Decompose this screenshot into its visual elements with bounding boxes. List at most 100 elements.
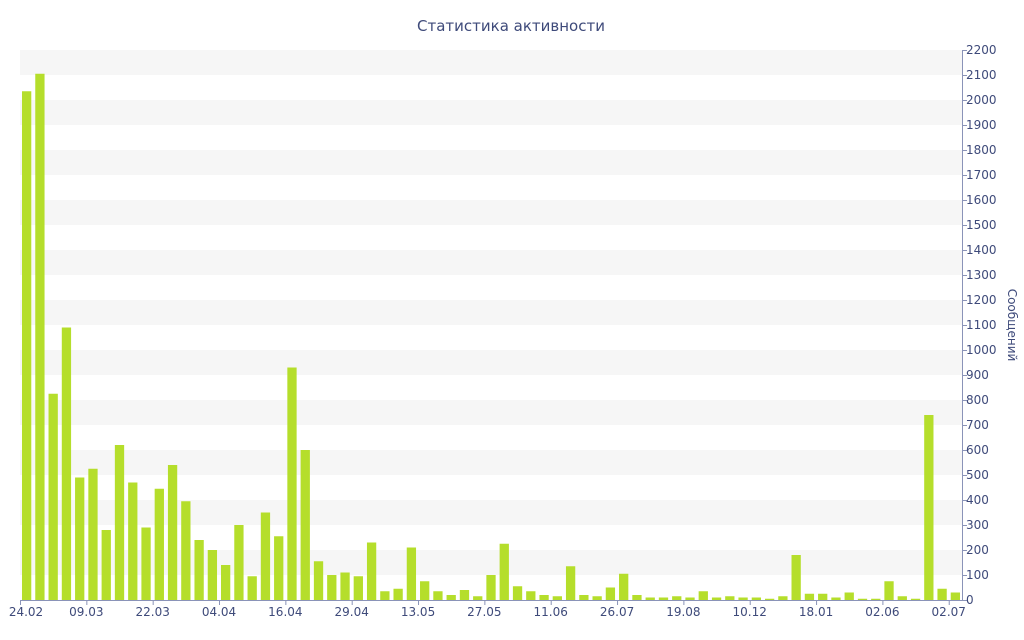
y-axis-label: Сообщений bbox=[1005, 289, 1019, 362]
grid-band bbox=[20, 350, 962, 375]
grid-bands bbox=[20, 50, 962, 575]
bar bbox=[366, 542, 377, 600]
grid-band bbox=[20, 250, 962, 275]
bar bbox=[141, 527, 151, 600]
y-axis-ticks: 0 100 200 300 400 500 600 700 800 900 1000 1100 1200… bbox=[962, 43, 997, 607]
grid-band bbox=[20, 300, 962, 325]
bar bbox=[605, 587, 616, 600]
bar bbox=[181, 501, 191, 600]
bar bbox=[685, 597, 695, 600]
bar bbox=[21, 91, 32, 600]
bar bbox=[433, 591, 443, 600]
bar bbox=[738, 597, 748, 600]
y-tick-label: 1800 bbox=[966, 143, 997, 157]
y-tick-label: 2200 bbox=[966, 43, 997, 57]
bar bbox=[287, 367, 297, 600]
grid-band bbox=[20, 150, 962, 175]
y-tick-label: 900 bbox=[966, 368, 989, 382]
bar bbox=[526, 591, 536, 600]
bar bbox=[725, 596, 735, 600]
y-tick-label: 600 bbox=[966, 443, 989, 457]
bar bbox=[857, 598, 868, 600]
x-tick-label: 16.04 bbox=[268, 605, 302, 619]
bar bbox=[751, 597, 761, 600]
x-tick-label: 22.03 bbox=[135, 605, 169, 619]
bar bbox=[88, 468, 98, 600]
x-tick-label: 29.04 bbox=[335, 605, 369, 619]
x-tick-label: 02.07 bbox=[932, 605, 966, 619]
bar bbox=[499, 543, 509, 600]
bar bbox=[619, 573, 629, 600]
bar bbox=[698, 591, 708, 600]
y-tick-label: 1600 bbox=[966, 193, 997, 207]
x-tick-label: 10.12 bbox=[733, 605, 767, 619]
bar bbox=[154, 488, 164, 600]
bar bbox=[937, 588, 947, 600]
bar bbox=[711, 597, 722, 600]
bar bbox=[446, 595, 456, 600]
bar bbox=[552, 596, 562, 600]
bar bbox=[818, 593, 828, 600]
bar bbox=[645, 597, 655, 600]
grid-band bbox=[20, 100, 962, 125]
bar bbox=[340, 572, 350, 600]
chart-title: Статистика активности bbox=[417, 17, 605, 35]
bar bbox=[910, 598, 921, 600]
x-tick-label: 02.06 bbox=[865, 605, 899, 619]
grid-band bbox=[20, 400, 962, 425]
y-tick-label: 0 bbox=[966, 593, 974, 607]
bar bbox=[778, 596, 788, 600]
bar bbox=[420, 581, 430, 600]
bar bbox=[114, 445, 125, 600]
x-axis-ticks: 24.02 09.03 22.03 04.04 16.04 29.04 13.05 27.05… bbox=[9, 600, 966, 619]
bar bbox=[486, 575, 496, 600]
y-tick-label: 1500 bbox=[966, 218, 997, 232]
x-tick-label: 11.06 bbox=[534, 605, 568, 619]
grid-band bbox=[20, 200, 962, 225]
bar bbox=[393, 588, 403, 600]
bar bbox=[380, 591, 390, 600]
bar bbox=[791, 555, 801, 600]
y-tick-label: 1100 bbox=[966, 318, 997, 332]
bar bbox=[35, 73, 45, 600]
x-tick-label: 26.07 bbox=[600, 605, 634, 619]
y-tick-label: 1900 bbox=[966, 118, 997, 132]
bar bbox=[221, 565, 231, 600]
bar bbox=[579, 595, 589, 600]
bar bbox=[128, 482, 138, 600]
x-tick-label: 09.03 bbox=[69, 605, 103, 619]
y-tick-label: 1200 bbox=[966, 293, 997, 307]
bar bbox=[592, 596, 602, 600]
bar bbox=[950, 592, 961, 600]
x-tick-label: 13.05 bbox=[401, 605, 435, 619]
bar bbox=[512, 586, 523, 600]
y-tick-label: 700 bbox=[966, 418, 989, 432]
bar bbox=[764, 598, 775, 600]
y-tick-label: 1400 bbox=[966, 243, 997, 257]
bar bbox=[658, 597, 669, 600]
x-tick-label: 19.08 bbox=[666, 605, 700, 619]
bar bbox=[459, 590, 470, 600]
bar bbox=[473, 596, 483, 600]
y-tick-label: 2100 bbox=[966, 68, 997, 82]
y-tick-label: 400 bbox=[966, 493, 989, 507]
bar bbox=[884, 581, 894, 600]
bar bbox=[804, 593, 815, 600]
bar bbox=[897, 596, 907, 600]
bar bbox=[924, 415, 934, 600]
bar bbox=[194, 540, 204, 600]
bar bbox=[672, 596, 682, 600]
x-tick-label: 18.01 bbox=[799, 605, 833, 619]
bar bbox=[539, 595, 549, 600]
grid-band bbox=[20, 450, 962, 475]
y-tick-label: 100 bbox=[966, 568, 989, 582]
bar bbox=[61, 327, 72, 600]
bar bbox=[101, 530, 111, 600]
y-tick-label: 300 bbox=[966, 518, 989, 532]
grid-band bbox=[20, 50, 962, 75]
y-tick-label: 800 bbox=[966, 393, 989, 407]
bar bbox=[234, 525, 244, 600]
x-tick-label: 04.04 bbox=[202, 605, 236, 619]
x-tick-label: 27.05 bbox=[467, 605, 501, 619]
